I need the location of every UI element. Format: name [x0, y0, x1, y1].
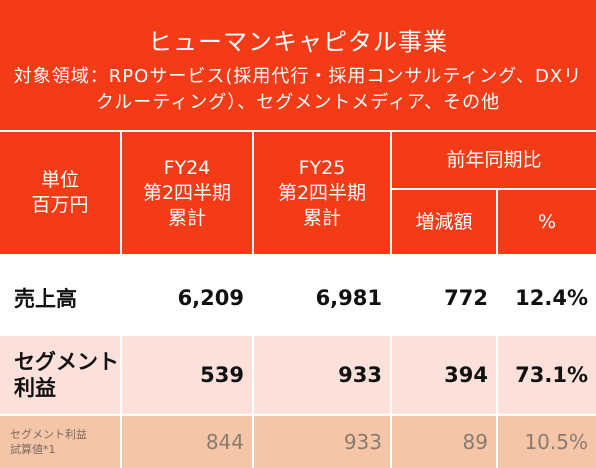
- header-fy25-line3: 累計: [302, 206, 341, 229]
- row-label: 売上高: [14, 287, 77, 311]
- header-fy24-line1: FY24: [163, 156, 211, 179]
- row-label: セグメント利益 試算値*1: [10, 416, 87, 468]
- header-percent: %: [498, 190, 596, 254]
- table-row-profit-estimate: セグメント利益 試算値*1 844 933 89 10.5%: [0, 416, 596, 468]
- title-banner: ヒューマンキャピタル事業 対象領域：RPOサービス(採用代行・採用コンサルティン…: [0, 0, 596, 130]
- cell-fy25: 933: [343, 430, 382, 454]
- cell-fy25: 933: [338, 363, 382, 387]
- cell-percent: 12.4%: [515, 286, 588, 310]
- row-label-line2: 利益: [14, 376, 56, 400]
- segment-title: ヒューマンキャピタル事業: [148, 28, 448, 56]
- header-fy24: FY24 第2四半期 累計: [122, 132, 252, 254]
- cell-change: 394: [444, 363, 488, 387]
- row-label-line1: セグメント利益: [10, 428, 87, 441]
- cell-change: 89: [462, 430, 488, 454]
- row-label-line1: セグメント: [14, 350, 119, 374]
- cell-fy24: 844: [205, 430, 244, 454]
- header-unit-line2: 百万円: [31, 194, 89, 216]
- header-unit-line1: 単位: [40, 169, 79, 191]
- column-divider: [120, 262, 122, 468]
- header-fy24-line2: 第2四半期: [142, 181, 232, 204]
- table-row-sales: 売上高 6,209 6,981 772 12.4%: [0, 262, 596, 334]
- cell-percent: 73.1%: [515, 363, 588, 387]
- header-change: 増減額: [392, 190, 496, 254]
- header-unit: 単位 百万円: [0, 132, 120, 254]
- column-divider: [390, 262, 392, 468]
- header-fy25-line1: FY25: [298, 156, 346, 179]
- column-divider: [496, 262, 498, 468]
- header-fy25-line2: 第2四半期: [277, 181, 367, 204]
- table-row-segment-profit: セグメント 利益 539 933 394 73.1%: [0, 336, 596, 414]
- header-fy25: FY25 第2四半期 累計: [254, 132, 390, 254]
- row-label-line2: 試算値*1: [10, 443, 56, 456]
- row-label: セグメント 利益: [14, 336, 119, 414]
- header-fy24-line3: 累計: [167, 206, 206, 229]
- cell-percent: 10.5%: [524, 430, 588, 454]
- cell-change: 772: [444, 286, 488, 310]
- cell-fy25: 6,981: [315, 286, 382, 310]
- segment-scope: 対象領域：RPOサービス(採用代行・採用コンサルティング、DXリクルーティング）…: [13, 66, 583, 113]
- cell-fy24: 539: [200, 363, 244, 387]
- cell-fy24: 6,209: [177, 286, 244, 310]
- header-yoy: 前年同期比: [392, 132, 596, 188]
- column-divider: [252, 262, 254, 468]
